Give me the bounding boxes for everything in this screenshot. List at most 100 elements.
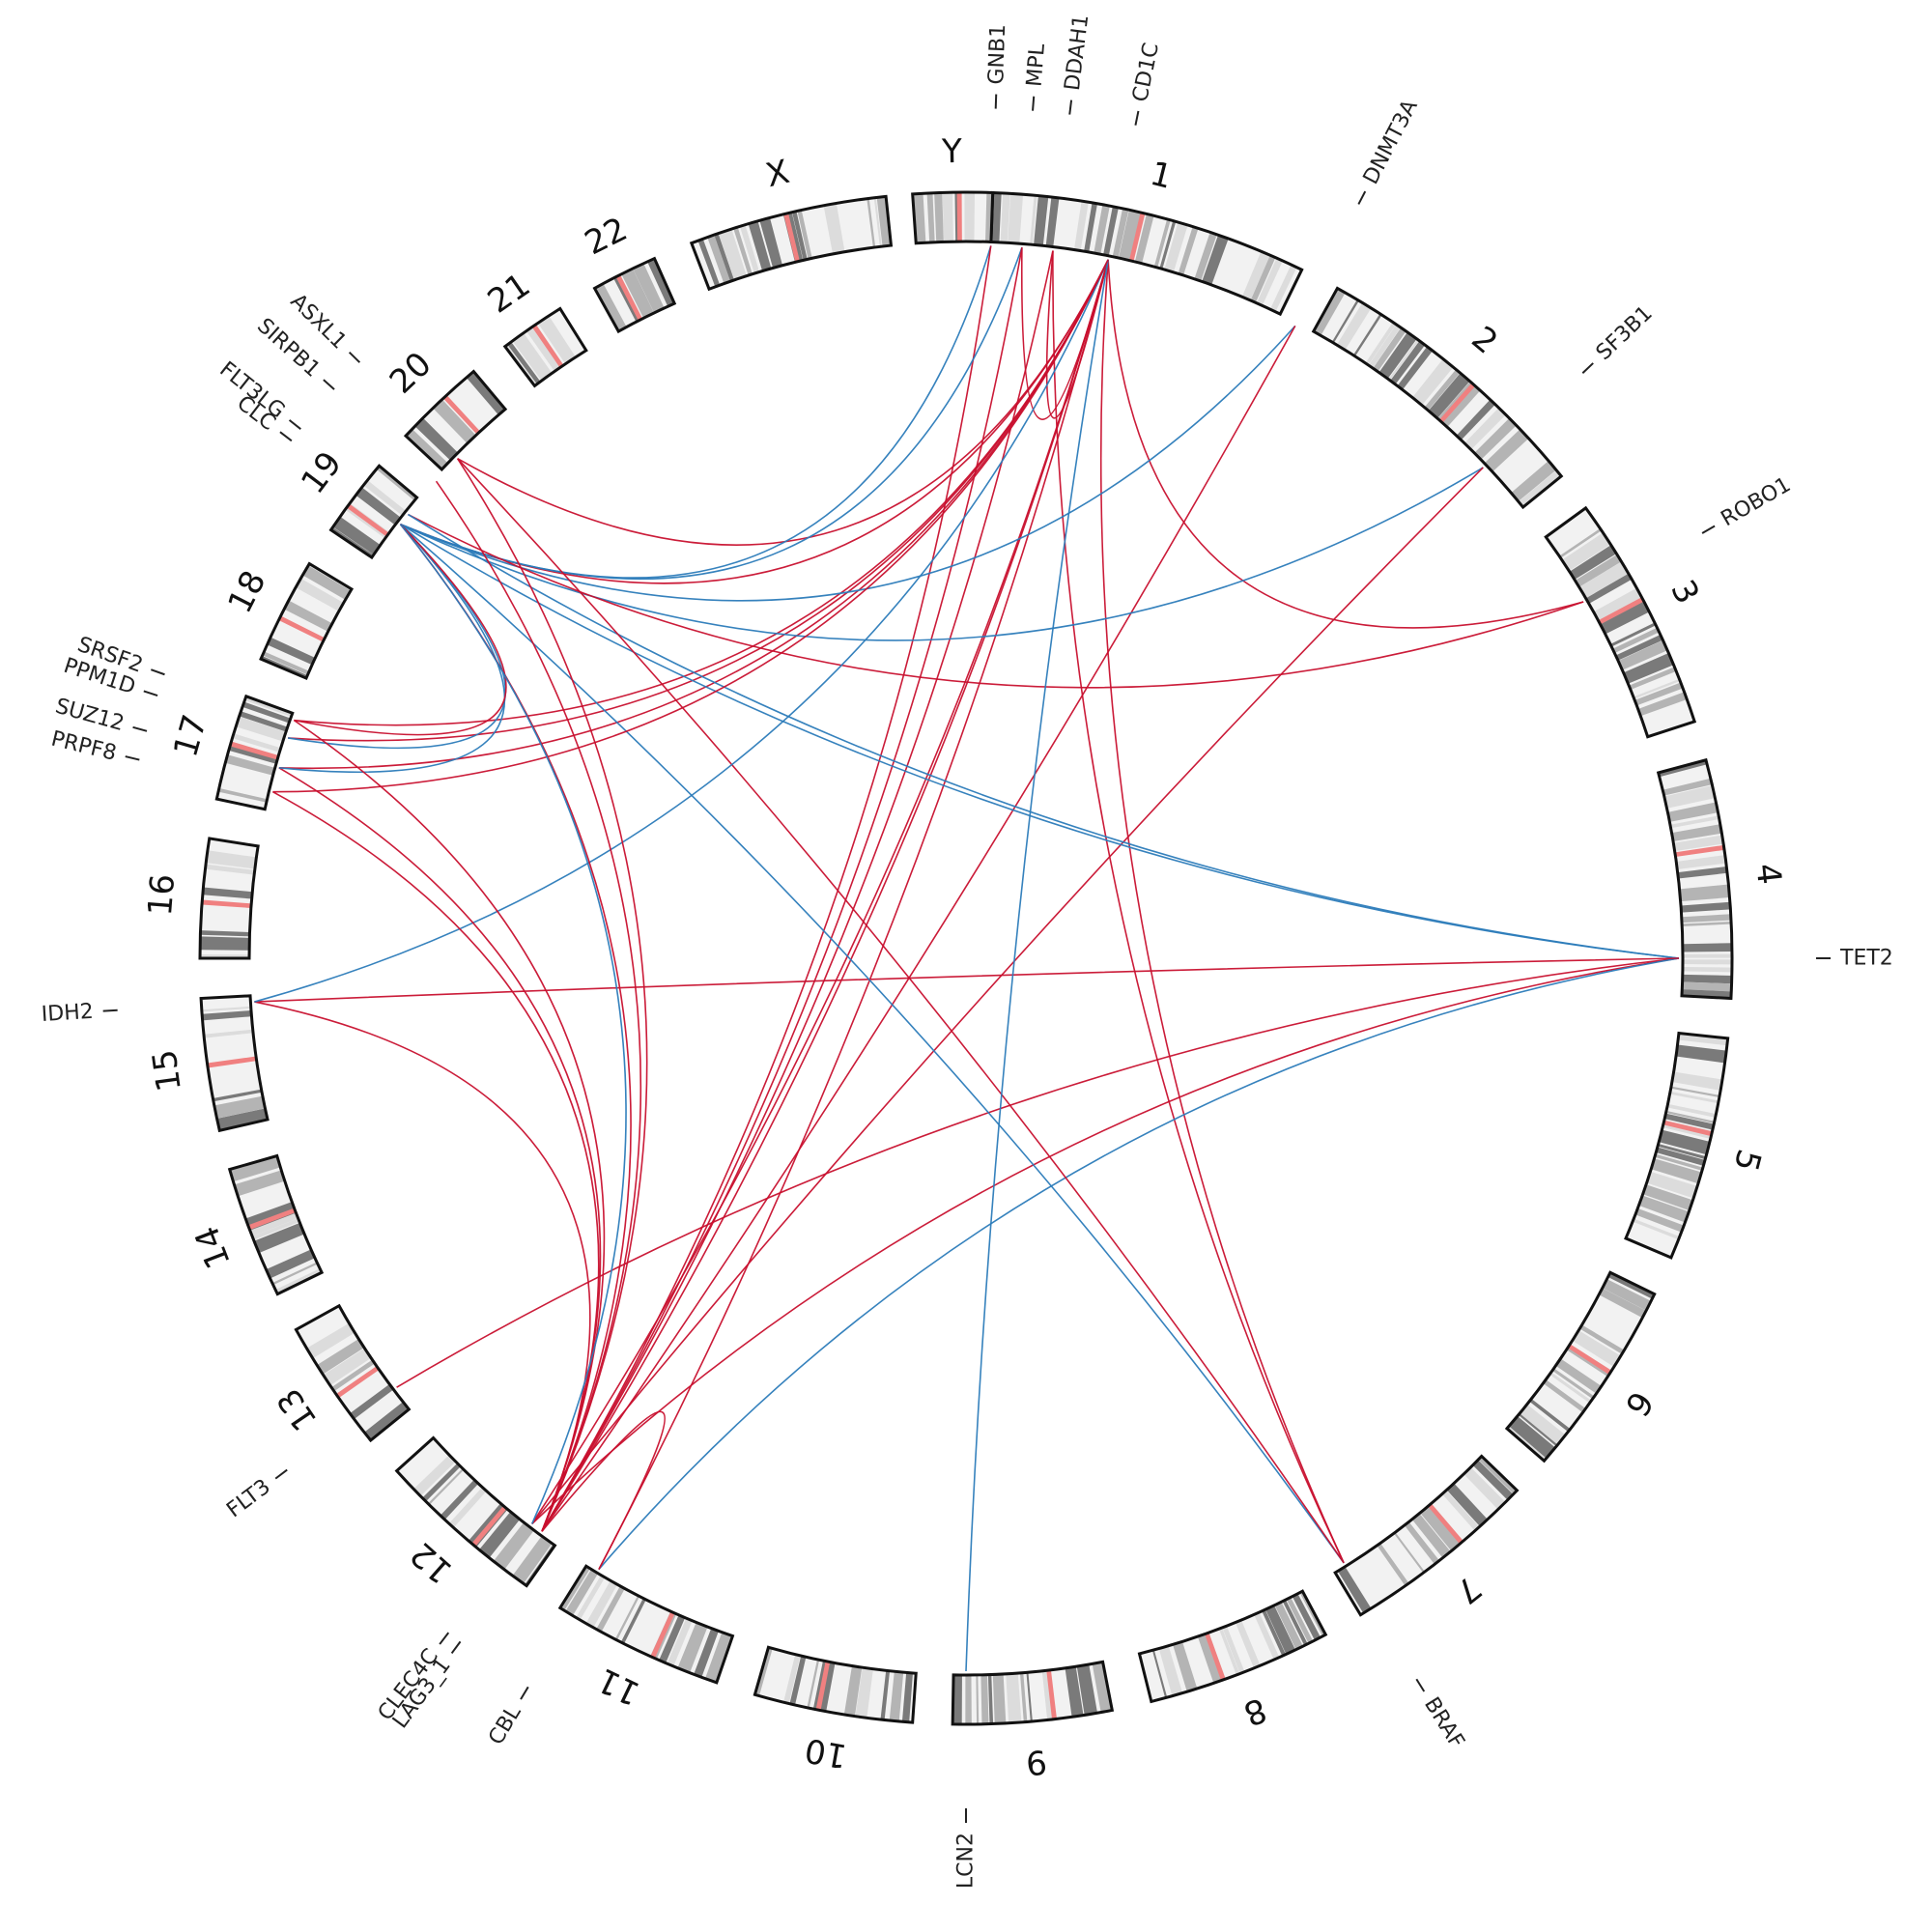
chromosome-band (413, 1455, 456, 1496)
chromosome-band (1222, 1626, 1245, 1674)
link-TET2-CLC (400, 524, 1680, 959)
chromosome-label-20: 20 (383, 345, 440, 402)
link-DNMT3A-CLC (400, 325, 1296, 602)
chromosome-5 (1624, 1031, 1730, 1260)
centromere (1598, 597, 1644, 625)
gene-tick (143, 690, 158, 697)
chromosome-13-outline (294, 1303, 412, 1443)
chromosome-band (1441, 1490, 1480, 1531)
chromosome-band (234, 1170, 285, 1197)
chromosome-band (1019, 1672, 1028, 1722)
gene-CD1C: CD1C (1128, 41, 1164, 126)
chromosome-band (1609, 622, 1657, 647)
chromosome-9 (951, 1660, 1115, 1726)
link-CD1C-SRSF2 (294, 259, 1109, 726)
chromosome-label-8: 8 (1238, 1690, 1272, 1733)
link-CD1C-CLEC4C (531, 259, 1109, 1524)
chromosome-band (1670, 815, 1719, 829)
gene-tick (102, 1009, 118, 1012)
chromosome-13 (294, 1303, 412, 1443)
chromosome-band (1543, 1379, 1586, 1413)
chromosome-band (565, 1569, 599, 1616)
chromosome-band (1670, 1086, 1720, 1098)
gene-tick (520, 1686, 529, 1700)
chromosome-band (1559, 528, 1602, 558)
centromere (1567, 1344, 1612, 1375)
centromere (956, 192, 962, 242)
chromosome-band (867, 198, 876, 248)
link-IDH2-LAG3_1 (254, 1001, 591, 1532)
chromosome-band (1194, 232, 1217, 281)
chromosome-band (1337, 1566, 1372, 1613)
link-IDH2-CD1C (254, 259, 1109, 1003)
chromosome-band (965, 1674, 972, 1725)
chromosome-band (1034, 195, 1049, 246)
chromosome-11 (557, 1564, 735, 1685)
chromosome-band (797, 210, 812, 260)
chromosome-band (1134, 213, 1154, 264)
gene-label-DNMT3A: DNMT3A (1359, 96, 1423, 188)
chromosome-6-body (1506, 1272, 1655, 1462)
gene-tick (274, 1468, 288, 1480)
chromosome-band (239, 711, 288, 732)
link-SRSF2-LAG3_1 (293, 719, 606, 1532)
gene-label-CBL: CBL (484, 1701, 526, 1749)
chromosome-22 (592, 256, 677, 334)
link-TET2-FLT3LG (408, 513, 1680, 959)
centromere (247, 1208, 297, 1231)
chromosome-band (225, 754, 275, 776)
chromosome-band (1638, 1195, 1690, 1223)
centromere (1438, 383, 1476, 423)
chromosome-band (1159, 220, 1177, 270)
chromosome-band (705, 1632, 733, 1683)
chromosome-band (873, 197, 882, 247)
chromosome-band (448, 1487, 487, 1528)
chromosome-band (1065, 1666, 1084, 1718)
chromosome-band (266, 1249, 315, 1279)
chromosome-band (526, 325, 563, 372)
chromosome-band (976, 1674, 980, 1724)
link-SUZ12-LAG3_1 (278, 767, 602, 1532)
chromosome-band (855, 1667, 873, 1719)
chromosome-band (647, 258, 675, 307)
chromosome-Y (911, 190, 995, 245)
centromere (783, 213, 800, 263)
chromosome-band (284, 600, 332, 632)
chromosome-band (992, 1673, 1007, 1724)
chromosome-band (1602, 1279, 1652, 1311)
chromosome-12-outline (394, 1435, 557, 1588)
chromosome-band (275, 1268, 323, 1294)
chromosome-band (1511, 461, 1557, 502)
gene-tick (348, 351, 361, 363)
gene-tick (1134, 110, 1140, 126)
link-ASXL1-LAG3_1 (456, 458, 648, 1532)
chromosome-10 (753, 1645, 918, 1724)
chromosome-band (252, 1218, 299, 1240)
chromosome-6 (1504, 1270, 1657, 1463)
chromosome-8 (1137, 1589, 1328, 1704)
chromosome-band (331, 1359, 375, 1392)
chromosome-band (1682, 959, 1732, 965)
gene-tick (279, 431, 293, 442)
link-TET2-CBL (598, 957, 1680, 1571)
gene-tick (1581, 362, 1594, 374)
link-SF3B1-CLEC4C (531, 467, 1484, 1524)
chromosome-band (350, 1383, 394, 1420)
chromosome-band (1008, 193, 1024, 244)
chromosome-band (733, 227, 753, 276)
chromosome-band (1103, 206, 1119, 256)
chromosome-band (1404, 1521, 1440, 1565)
chromosome-band (1412, 358, 1454, 406)
chromosome-band (1579, 1324, 1625, 1354)
centromere (335, 1366, 380, 1399)
chromosome-7 (1333, 1454, 1520, 1617)
chromosome-band (694, 1628, 719, 1678)
link-CD1C-LAG3_1 (541, 259, 1109, 1532)
chromosome-band (363, 480, 407, 516)
chromosome-band (1676, 1044, 1727, 1064)
chromosome-band (1646, 1171, 1698, 1199)
chromosome-band (1424, 369, 1461, 411)
chromosome-band (1045, 196, 1060, 247)
chromosome-band (596, 1585, 625, 1633)
chromosome-band (1654, 1153, 1703, 1171)
